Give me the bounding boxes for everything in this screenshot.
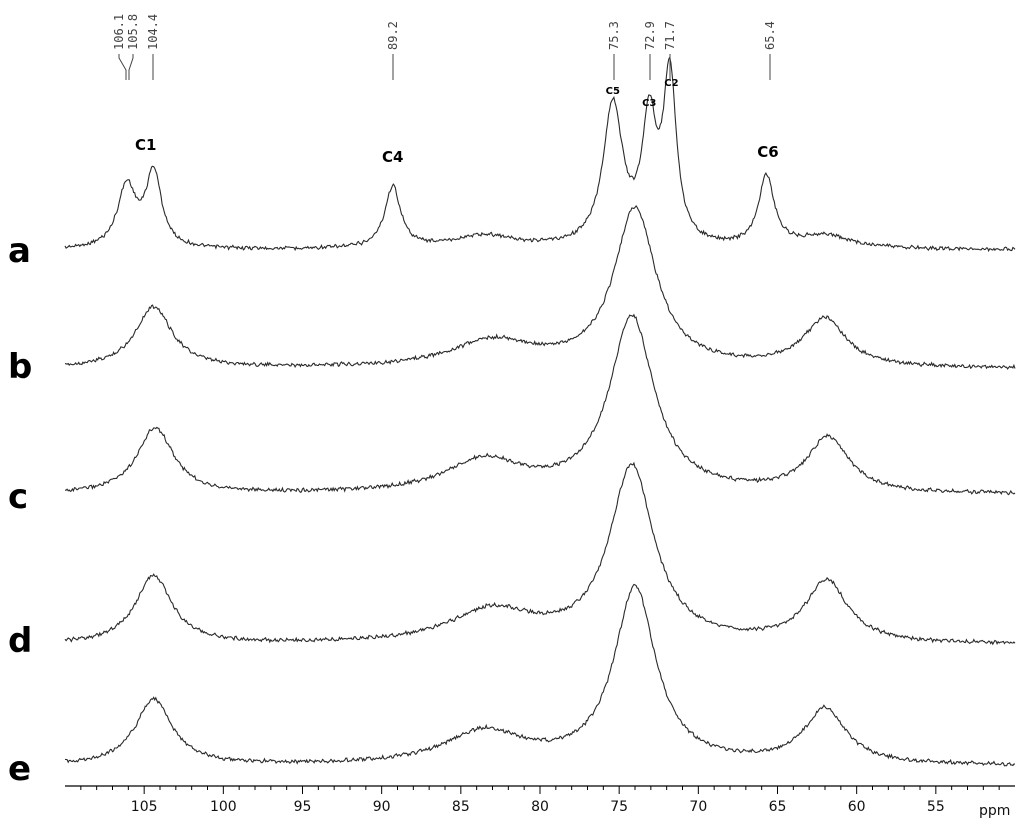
x-tick-label: 80 — [531, 799, 549, 815]
x-tick-label: 65 — [769, 799, 787, 815]
spectrum-trace-a — [64, 55, 1016, 253]
spectrum-trace-d — [64, 461, 1016, 646]
carbon-assignment-labels: C1 C4 C6 C5 C3 C2 — [135, 78, 779, 166]
trace-labels: a b c d e — [8, 231, 32, 789]
peak-pick-label: 75.3 — [607, 21, 621, 50]
x-tick-label: 95 — [294, 799, 312, 815]
carbon-label-c4: C4 — [382, 148, 403, 166]
x-tick-label: 55 — [927, 799, 945, 815]
spectrum-trace-e — [64, 583, 1015, 767]
x-tick-label: 90 — [373, 799, 391, 815]
carbon-label-c1: C1 — [135, 136, 156, 154]
x-tick-label: 100 — [210, 799, 237, 815]
x-tick-label: 75 — [610, 799, 628, 815]
trace-label-a: a — [8, 231, 31, 271]
peak-pick-label: 65.4 — [763, 21, 777, 50]
carbon-label-c2: C2 — [664, 78, 678, 89]
trace-label-e: e — [8, 749, 31, 789]
peak-pick-label: 106.1 — [112, 14, 126, 50]
peak-pick-labels: 106.1 105.8 104.4 89.2 75.3 72.9 71.7 65.4 — [112, 14, 777, 80]
peak-pick-leader — [128, 54, 134, 80]
carbon-label-c3: C3 — [642, 98, 656, 109]
x-tick-label: 70 — [689, 799, 707, 815]
trace-label-d: d — [8, 621, 32, 661]
peak-pick-label: 72.9 — [643, 21, 657, 50]
peak-pick-label: 89.2 — [386, 21, 400, 50]
x-axis-unit-label: ppm — [979, 803, 1010, 819]
spectrum-trace-c — [65, 313, 1016, 496]
spectrum-trace-b — [64, 204, 1016, 370]
carbon-label-c5: C5 — [606, 86, 620, 97]
x-tick-label: 60 — [848, 799, 866, 815]
x-axis-ticks: 105 100 95 90 85 80 75 70 65 60 55 — [80, 786, 1000, 815]
trace-label-b: b — [8, 347, 32, 387]
x-tick-label: 85 — [452, 799, 470, 815]
peak-pick-leader — [118, 54, 127, 80]
x-tick-label: 105 — [131, 799, 158, 815]
peak-pick-label: 105.8 — [126, 14, 140, 50]
carbon-label-c6: C6 — [757, 143, 778, 161]
peak-pick-label: 71.7 — [663, 21, 677, 50]
spectrum-traces — [64, 55, 1016, 767]
trace-label-c: c — [8, 477, 28, 517]
x-axis: 105 100 95 90 85 80 75 70 65 60 55 ppm — [65, 785, 1015, 819]
peak-pick-label: 104.4 — [146, 14, 160, 50]
